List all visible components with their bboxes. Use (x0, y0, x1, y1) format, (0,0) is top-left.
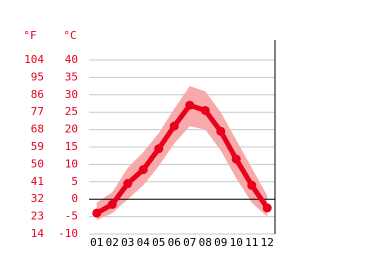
x-tick-label: 06 (168, 236, 181, 249)
y-tick-label: 40 (65, 53, 78, 66)
x-tick-label: 12 (261, 236, 274, 249)
y-tick-label: 25 (65, 105, 78, 118)
y-tick-label: 10 (65, 157, 78, 170)
y-tick-label: 35 (65, 70, 78, 83)
data-point (107, 199, 117, 209)
x-tick-label: 01 (90, 236, 103, 249)
data-point (123, 179, 133, 189)
y2-tick-label: 95 (31, 70, 44, 83)
y-tick-label: 15 (65, 140, 78, 153)
y-tick-label: 5 (71, 175, 78, 188)
y2-tick-label: 86 (31, 88, 44, 101)
data-point (216, 126, 226, 136)
x-tick-label: 09 (214, 236, 227, 249)
y2-tick-label: 41 (31, 175, 44, 188)
y2-tick-label: 32 (31, 192, 44, 205)
y-tick-label: 30 (65, 88, 78, 101)
y2-tick-label: 77 (31, 105, 44, 118)
x-tick-label: 10 (230, 236, 243, 249)
data-point (92, 208, 102, 218)
y2-tick-label: 14 (31, 227, 45, 240)
y-tick-label: -10 (58, 227, 78, 240)
x-tick-label: 03 (121, 236, 134, 249)
data-point (231, 154, 241, 164)
range-band (96, 86, 268, 221)
data-point (169, 121, 179, 131)
x-tick-label: 05 (152, 236, 165, 249)
y-tick-label: 0 (71, 192, 78, 205)
x-tick-label: 04 (137, 236, 151, 249)
data-point (154, 144, 164, 154)
x-tick-label: 11 (245, 236, 258, 249)
y2-tick-label: 59 (31, 140, 44, 153)
x-tick-label: 08 (199, 236, 212, 249)
data-point (185, 100, 195, 110)
data-point (262, 203, 272, 213)
y2-tick-label: 104 (24, 53, 44, 66)
data-point (247, 180, 257, 190)
y2-tick-label: 50 (31, 157, 44, 170)
y-axis-label: °C (63, 29, 76, 42)
y2-tick-label: 68 (31, 123, 44, 136)
y2-axis-label: °F (23, 29, 36, 42)
y-tick-label: 20 (65, 123, 78, 136)
data-point (138, 165, 148, 175)
x-tick-label: 07 (183, 236, 196, 249)
x-tick-label: 02 (106, 236, 119, 249)
data-point (200, 105, 210, 115)
y2-tick-label: 23 (31, 210, 44, 223)
y-tick-label: -5 (65, 210, 78, 223)
